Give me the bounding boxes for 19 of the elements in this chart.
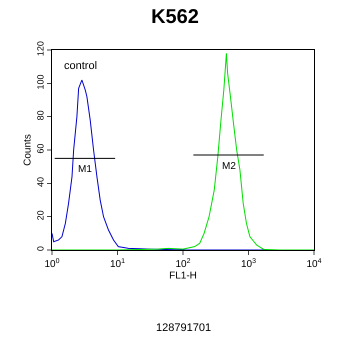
x-tick-label: 10$^{4}$ [306,258,322,270]
x-axis-title: FL1-H [169,270,197,282]
series-label: control [64,60,98,72]
x-tick-label: 10$^{3}$ [240,258,256,270]
series-label: M2 [222,161,236,172]
y-tick-label: 0 [35,246,46,252]
chart-title: K562 [151,6,199,28]
y-tick-label: 20 [35,210,46,220]
series-label: M1 [78,164,92,175]
y-tick-label: 40 [35,176,46,187]
text: 128791701 [156,322,212,334]
x-tick-label: 10$^{0}$ [44,258,60,270]
x-tick-label: 10$^{1}$ [110,258,126,270]
x-tick-label: 10$^{2}$ [175,258,191,270]
y-tick-label: 120 [35,41,46,56]
y-tick-label: 80 [35,110,46,120]
y-tick-label: 100 [35,74,46,90]
y-axis-title: Counts [22,134,34,166]
y-tick-label: 60 [35,144,46,154]
